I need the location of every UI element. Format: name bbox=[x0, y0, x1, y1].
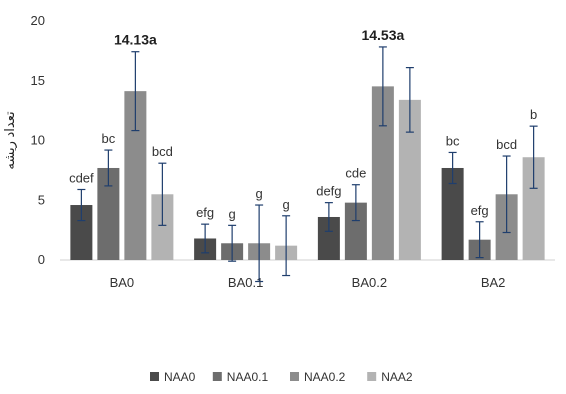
axes: 0 5 10 15 20 تعداد ریشه BA0 BA0.1 BA0.2 BA2 bbox=[2, 13, 555, 290]
bar bbox=[371, 86, 394, 260]
bar bbox=[151, 194, 174, 260]
data-label: g bbox=[229, 206, 236, 221]
y-tick-label: 5 bbox=[38, 192, 45, 207]
x-tick-label: BA0.1 bbox=[228, 275, 263, 290]
bar bbox=[124, 91, 147, 260]
y-tick-label: 10 bbox=[31, 133, 45, 148]
bar bbox=[522, 157, 545, 260]
legend-swatch bbox=[150, 372, 159, 381]
error-bars bbox=[77, 46, 538, 283]
x-tick-label: BA0.2 bbox=[352, 275, 387, 290]
data-label: 14.53a bbox=[361, 27, 404, 43]
data-label: bc bbox=[446, 133, 460, 148]
legend-label: NAA0.1 bbox=[227, 370, 269, 384]
data-label: cde bbox=[345, 166, 366, 181]
data-label: g bbox=[256, 186, 263, 201]
legend-label: NAA0 bbox=[164, 370, 196, 384]
bar bbox=[441, 167, 464, 260]
bar bbox=[344, 202, 367, 260]
data-label: b bbox=[530, 107, 537, 122]
legend-label: NAA0.2 bbox=[304, 370, 346, 384]
data-label: 14.13a bbox=[114, 32, 157, 48]
data-label: bc bbox=[102, 131, 116, 146]
legend: NAA0 NAA0.1 NAA0.2 NAA2 bbox=[150, 370, 413, 384]
legend-label: NAA2 bbox=[381, 370, 413, 384]
y-axis-label: تعداد ریشه bbox=[2, 111, 18, 170]
data-label: defg bbox=[316, 184, 341, 199]
x-tick-label: BA2 bbox=[481, 275, 506, 290]
legend-swatch bbox=[367, 372, 377, 381]
data-label: cdef bbox=[69, 170, 94, 185]
legend-swatch bbox=[290, 372, 299, 381]
data-label: efg bbox=[471, 203, 489, 218]
bar bbox=[398, 99, 421, 261]
data-label: g bbox=[283, 197, 290, 212]
legend-swatch bbox=[212, 372, 222, 381]
bar bbox=[70, 205, 93, 260]
bars bbox=[70, 86, 545, 261]
y-tick-label: 20 bbox=[31, 13, 45, 28]
bar bbox=[317, 216, 340, 260]
y-tick-label: 15 bbox=[31, 73, 45, 88]
y-tick-label: 0 bbox=[38, 252, 45, 267]
data-label: efg bbox=[196, 205, 214, 220]
bar bbox=[97, 167, 120, 260]
x-tick-label: BA0 bbox=[110, 275, 135, 290]
data-label: bcd bbox=[152, 144, 173, 159]
data-label: bcd bbox=[496, 137, 517, 152]
